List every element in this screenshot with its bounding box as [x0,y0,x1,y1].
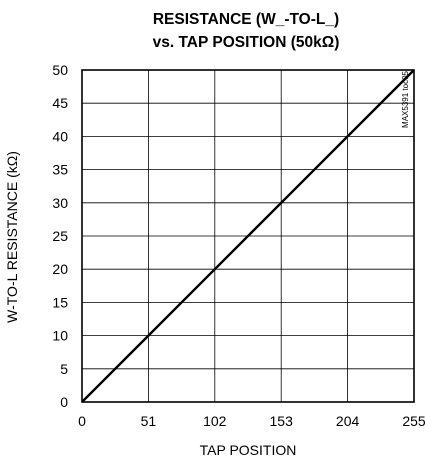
chart-title: RESISTANCE (W_-TO-L_) [153,11,339,28]
y-tick-label: 10 [52,328,68,344]
watermark-label: MAX5391 toc05 [401,70,410,127]
y-axis-label: W-TO-L RESISTANCE (kΩ) [4,151,20,323]
y-tick-label: 0 [60,394,68,410]
y-tick-label: 20 [52,261,68,277]
x-tick-label: 0 [78,413,86,429]
x-tick-label: 153 [270,413,294,429]
y-tick-label: 35 [52,162,68,178]
x-tick-label: 255 [402,413,425,429]
x-tick-labels: 0 51 102 153 204 255 [78,413,425,429]
x-axis-label: TAP POSITION [200,442,297,458]
y-tick-labels: 0 5 10 15 20 25 30 35 40 45 50 [52,62,68,410]
x-tick-label: 102 [203,413,227,429]
x-tick-label: 204 [336,413,360,429]
y-tick-label: 25 [52,228,68,244]
y-tick-label: 45 [52,95,68,111]
y-tick-label: 15 [52,294,68,310]
plot-frame [81,69,415,403]
x-tick-label: 51 [141,413,157,429]
chart-subtitle: vs. TAP POSITION (50kΩ) [153,34,340,51]
y-tick-label: 50 [52,62,68,78]
series-line [81,69,415,403]
grid [82,70,414,402]
y-tick-label: 40 [52,128,68,144]
series-layer [81,69,415,403]
y-tick-label: 30 [52,195,68,211]
y-tick-label: 5 [60,361,68,377]
